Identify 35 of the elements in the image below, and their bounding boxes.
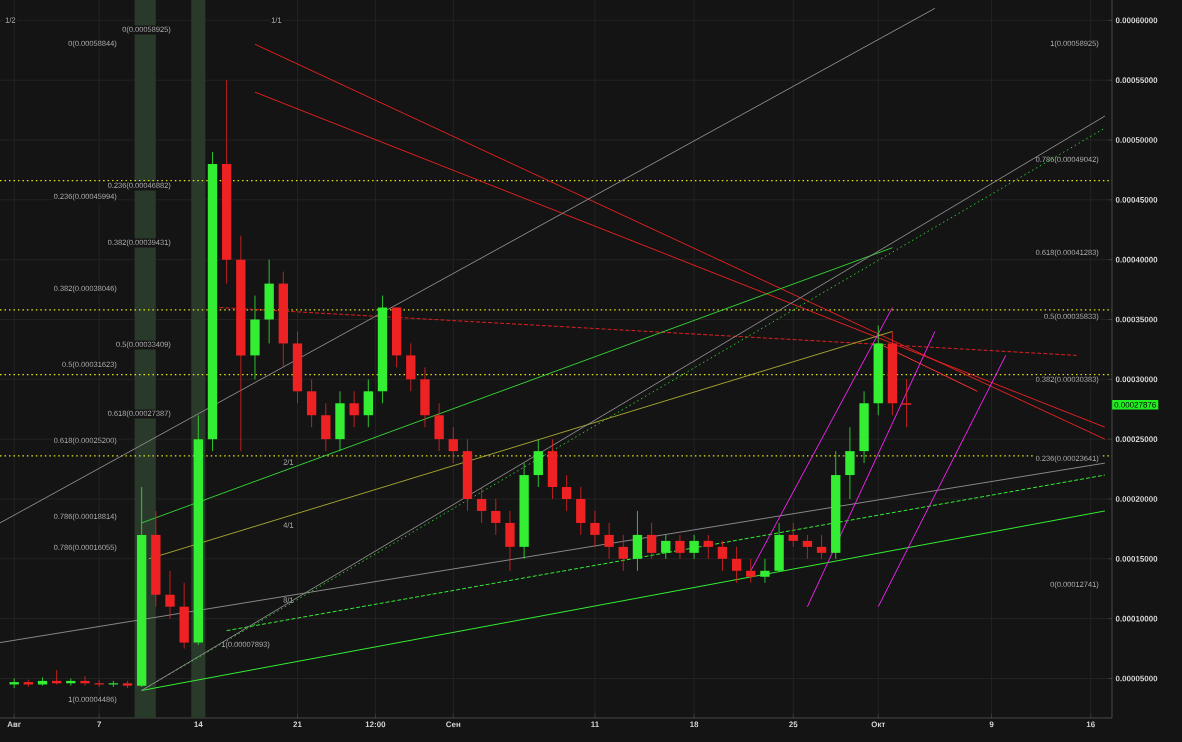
candlestick (476, 486, 487, 524)
candlestick (533, 438, 543, 488)
candlestick (561, 474, 572, 512)
candlestick (816, 534, 827, 560)
candlestick (788, 522, 798, 548)
candlestick (661, 534, 671, 560)
candlestick (306, 378, 317, 428)
candlestick (689, 534, 699, 560)
candlestick (632, 510, 643, 572)
candlestick (66, 678, 76, 687)
candlestick (731, 546, 742, 584)
candlestick (845, 426, 855, 500)
candlestick (349, 390, 359, 428)
candlestick (505, 510, 515, 572)
candlestick (675, 534, 685, 560)
candlestick (717, 540, 728, 572)
candlestick (618, 534, 628, 572)
candlestick (434, 402, 444, 452)
candlestick (406, 343, 416, 392)
candlestick (165, 570, 175, 620)
candlestick (363, 378, 373, 428)
candlestick (448, 426, 458, 464)
candlestick (590, 510, 600, 548)
candlestick (604, 522, 614, 560)
candlestick (703, 534, 713, 560)
candlestick (802, 534, 813, 560)
candlestick (760, 558, 770, 584)
candlestick (491, 498, 501, 536)
candlestick (646, 522, 657, 560)
candlestick (94, 679, 104, 688)
candlestick (321, 402, 331, 452)
candlestick (901, 378, 912, 428)
candlestick (80, 675, 90, 687)
candlestick (576, 486, 586, 536)
candlestick (746, 558, 756, 584)
